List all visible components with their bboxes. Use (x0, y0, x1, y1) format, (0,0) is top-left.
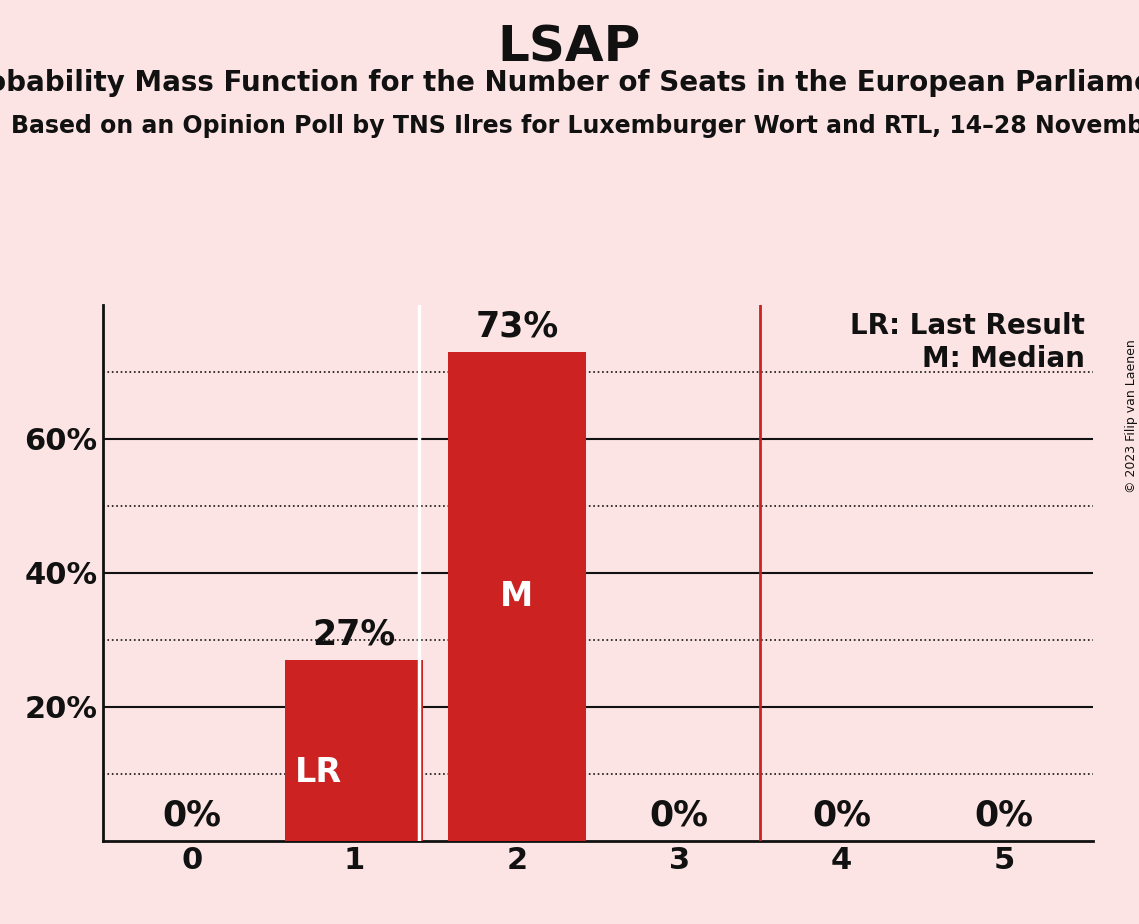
Text: 73%: 73% (475, 310, 558, 343)
Text: 0%: 0% (649, 798, 708, 833)
Text: M: Median: M: Median (923, 346, 1085, 373)
Text: 0%: 0% (812, 798, 871, 833)
Text: Probability Mass Function for the Number of Seats in the European Parliament: Probability Mass Function for the Number… (0, 69, 1139, 97)
Text: LR: LR (295, 756, 342, 788)
Text: 0%: 0% (163, 798, 221, 833)
Text: LR: Last Result: LR: Last Result (851, 311, 1085, 340)
Bar (448, 352, 585, 841)
Text: © 2023 Filip van Laenen: © 2023 Filip van Laenen (1124, 339, 1138, 492)
Text: 27%: 27% (313, 617, 396, 651)
Bar (285, 660, 424, 841)
Text: LSAP: LSAP (498, 23, 641, 71)
Text: Based on an Opinion Poll by TNS Ilres for Luxemburger Wort and RTL, 14–28 Novemb: Based on an Opinion Poll by TNS Ilres fo… (11, 114, 1139, 138)
Text: 0%: 0% (975, 798, 1033, 833)
Text: M: M (500, 580, 533, 613)
